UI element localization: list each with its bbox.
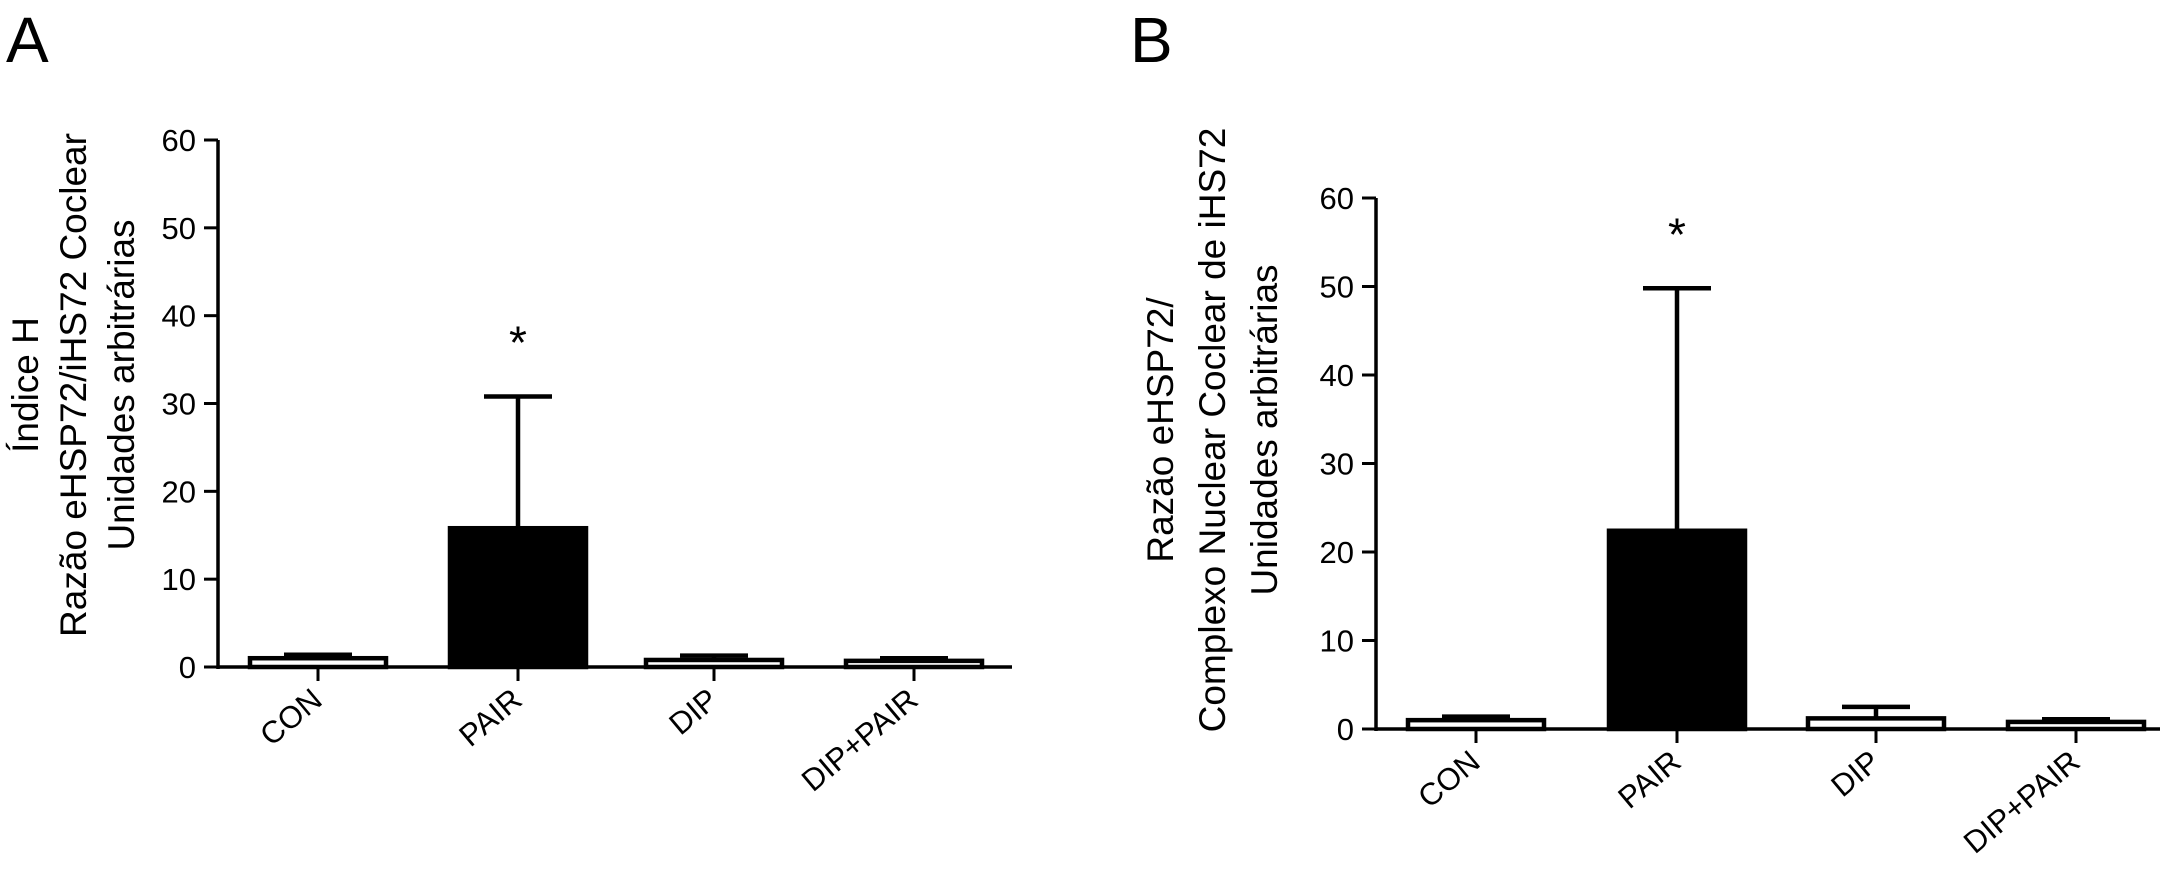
y-tick-label-b: 60	[1320, 181, 1354, 216]
y-axis-label-b: Razão eHSP72/ Complexo Nuclear Coclear d…	[1140, 128, 1285, 733]
bars-a: *	[247, 316, 985, 670]
y-tick-label-a: 20	[162, 474, 196, 509]
x-tick-label-b: DIP	[1824, 744, 1886, 804]
y-tick-label-a: 30	[162, 387, 196, 422]
bar-b-con	[1405, 717, 1547, 732]
x-tick-labels-b: CON PAIR DIP DIP+PAIR	[1411, 729, 2086, 860]
axes-b	[1374, 198, 2160, 731]
y-tick-label-b: 30	[1320, 447, 1354, 482]
bar-a-pair	[447, 525, 589, 670]
x-tick-label-b: PAIR	[1611, 744, 1687, 816]
y-axis-label-b-line2: Complexo Nuclear Coclear de iHS72	[1192, 128, 1233, 733]
y-tick-label-b: 50	[1320, 270, 1354, 305]
y-axis-label-a-line3: Unidades arbitrárias	[101, 219, 142, 550]
x-tick-labels-a: CON PAIR DIP DIP+PAIR	[253, 667, 924, 798]
bar-b-dip-pair	[2005, 719, 2147, 732]
bars-b: *	[1405, 208, 2147, 732]
y-ticks-b: 0 10 20 30 40 50 60	[1320, 181, 1376, 747]
x-tick-label-a: PAIR	[452, 682, 528, 754]
bar-a-con	[247, 655, 389, 670]
y-ticks-a: 0 10 20 30 40 50 60	[162, 123, 218, 685]
x-tick-label-b: DIP+PAIR	[1957, 744, 2087, 861]
bar-b-pair	[1606, 528, 1748, 732]
y-tick-label-a: 10	[162, 562, 196, 597]
y-axis-label-a: Índice H Razão eHSP72/iHS72 Coclear Unid…	[5, 133, 142, 637]
y-tick-label-a: 0	[179, 650, 196, 685]
x-tick-label-a: DIP	[662, 682, 724, 742]
x-tick-label-b: CON	[1411, 744, 1486, 815]
y-axis-label-b-line3: Unidades arbitrárias	[1244, 264, 1285, 595]
y-axis-label-b-line1: Razão eHSP72/	[1140, 297, 1181, 563]
y-tick-label-b: 40	[1320, 358, 1354, 393]
x-tick-label-a: DIP+PAIR	[795, 682, 925, 799]
panel-label-a: A	[6, 4, 49, 76]
panel-label-b: B	[1130, 4, 1173, 76]
y-tick-label-b: 0	[1337, 712, 1354, 747]
bar-a-dip-pair	[843, 658, 985, 670]
bar-a-dip	[643, 657, 785, 670]
y-tick-label-a: 60	[162, 123, 196, 158]
y-tick-label-b: 10	[1320, 624, 1354, 659]
y-axis-label-a-line2: Razão eHSP72/iHS72 Coclear	[53, 133, 94, 637]
axes-a	[216, 140, 1012, 669]
y-axis-label-a-line1: Índice H	[5, 317, 46, 453]
chart-panel-a: A Índice H Razão eHSP72/iHS72 Coclear Un…	[5, 4, 1012, 798]
significance-marker-a: *	[509, 316, 527, 368]
bar-b-dip	[1805, 716, 1947, 732]
y-tick-label-a: 40	[162, 299, 196, 334]
y-tick-label-a: 50	[162, 211, 196, 246]
y-tick-label-b: 20	[1320, 535, 1354, 570]
chart-panel-b: B Razão eHSP72/ Complexo Nuclear Coclear…	[1130, 4, 2160, 860]
x-tick-label-a: CON	[253, 682, 328, 753]
significance-marker-b: *	[1668, 208, 1686, 260]
